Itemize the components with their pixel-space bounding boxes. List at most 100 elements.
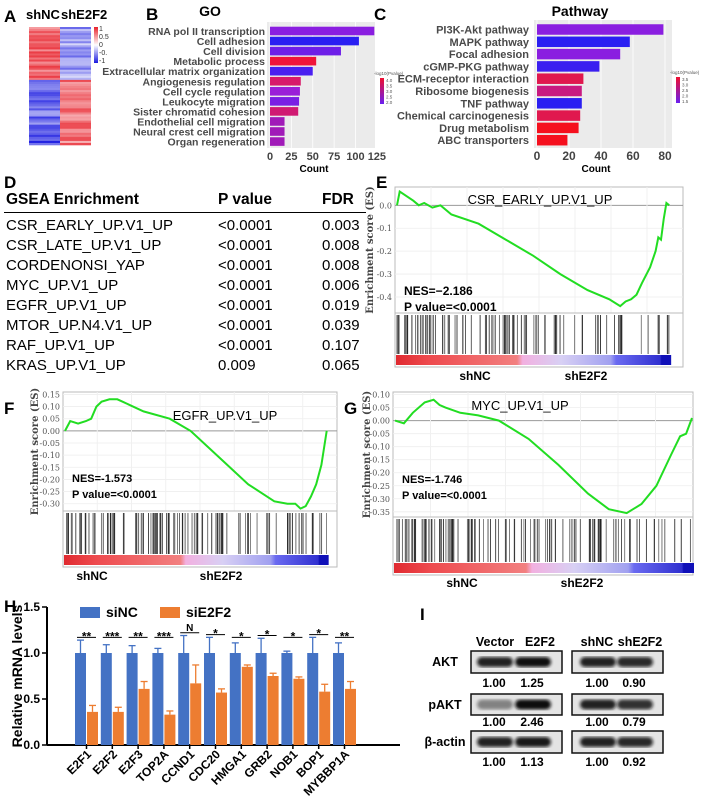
heatmap-cell: [29, 118, 60, 121]
table-row: MYC_UP.V1_UP <0.0001 0.006: [4, 276, 366, 296]
legend-title: -log10(Pvalue): [374, 71, 404, 76]
heatmap-cell: [60, 39, 91, 42]
protein-band: [515, 657, 551, 667]
heatmap-cell: [29, 94, 60, 97]
heatmap-scale-tick: -1: [99, 58, 105, 65]
category-label: Metabolic process: [173, 56, 265, 68]
y-tick-label: -0.25: [369, 482, 390, 491]
y-tick-label: -0.15: [369, 456, 390, 465]
heatmap-color-scale: [94, 27, 98, 63]
significance-mark: **: [133, 629, 143, 643]
band-quantification: 1.00: [585, 715, 609, 729]
lane-label: Vector: [476, 635, 514, 649]
significance-mark: *: [291, 629, 296, 643]
significance-mark: *: [239, 629, 244, 643]
heatmap-cell: [60, 132, 91, 136]
bar-siE2F2: [293, 678, 305, 745]
p-value: <0.0001: [218, 237, 273, 254]
heatmap-cell: [60, 57, 91, 60]
significance-mark: **: [82, 629, 92, 643]
band-quantification: 1.00: [585, 755, 609, 769]
fdr: 0.019: [322, 297, 360, 314]
gene-set: MTOR_UP.N4.V1_UP: [6, 317, 153, 334]
legend-tick: 3.5: [682, 77, 689, 82]
legend-swatch: [80, 607, 100, 618]
category-label: ECM-receptor interaction: [398, 74, 530, 86]
x-tick-label: 25: [285, 151, 297, 163]
table-row: CSR_EARLY_UP.V1_UP <0.0001 0.003: [4, 216, 366, 236]
protein-band: [477, 657, 513, 667]
protein-band: [617, 737, 653, 747]
heatmap-cell: [60, 112, 91, 115]
p-value-text: P value=<0.0001: [402, 490, 487, 502]
p-value: <0.0001: [218, 317, 273, 334]
y-tick-label: -0.05: [39, 439, 60, 448]
gsea-table: GSEA Enrichment P value FDR CSR_EARLY_UP…: [4, 188, 366, 376]
heatmap-cell: [60, 45, 91, 48]
heatmap-cell: [60, 88, 91, 91]
fdr: 0.065: [322, 357, 360, 374]
gsea-plot-G: 0.10 0.05 0.00 -0.05 -0.10 -0.15 -0.20 -0.25 -0.…: [362, 391, 694, 590]
panel-letter-B: B: [146, 5, 158, 24]
significance-mark: *: [316, 627, 321, 641]
heatmap-cell: [29, 98, 60, 101]
y-tick-label: 0.05: [42, 415, 60, 424]
category-label: Extracellular matrix organization: [102, 66, 265, 78]
heatmap-cell: [29, 51, 60, 54]
band-quantification: 1.00: [585, 676, 609, 690]
heatmap-cell: [60, 96, 91, 99]
nes-value: NES=-1.573: [72, 473, 132, 485]
bar-siNC: [281, 653, 293, 745]
heatmap-cell: [60, 55, 91, 58]
legend-tick: 4.0: [386, 78, 393, 83]
heatmap-cell: [60, 67, 91, 71]
heatmap-cell: [29, 61, 60, 64]
panel-letter-D: D: [4, 173, 16, 192]
heatmap-cell: [29, 39, 60, 42]
category-label: Cell adhesion: [197, 36, 265, 48]
protein-band: [617, 699, 653, 710]
x-tick-label: E2F2: [90, 747, 120, 777]
heatmap-scale-tick: -0.: [99, 50, 107, 57]
y-tick-label: 0.0: [23, 738, 40, 752]
bar: [537, 48, 621, 60]
heatmap-cell: [29, 128, 60, 132]
heatmap-cell: [29, 69, 60, 73]
bar-siNC: [75, 653, 86, 745]
heatmap-cell: [29, 136, 60, 140]
band-quantification: 0.79: [622, 715, 646, 729]
y-tick-label: -0.1: [377, 224, 392, 233]
bar-siNC: [100, 653, 112, 745]
heatmap-cell: [60, 122, 91, 125]
y-tick-label: -0.10: [369, 443, 390, 452]
western-blot: Vector E2F2 shNC shE2F2 AKT 1.00 1.25 1.00 0.90 p…: [425, 635, 664, 769]
significance-mark: N: [186, 623, 193, 634]
heatmap-cell: [60, 29, 91, 32]
bar-siE2F2: [345, 688, 356, 745]
gene-set: KRAS_UP.V1_UP: [6, 357, 126, 374]
heatmap-cell: [60, 75, 91, 79]
heatmap-cell: [29, 33, 60, 36]
bar-siNC: [178, 653, 190, 745]
bar: [537, 85, 582, 97]
bar: [537, 134, 568, 146]
heatmap-cell: [60, 31, 91, 34]
x-tick-label: 100: [346, 151, 364, 163]
chart-title: Pathway: [552, 3, 609, 19]
y-tick-label: 1.0: [23, 646, 40, 660]
bar-siNC: [229, 653, 241, 745]
heatmap-cell: [60, 27, 91, 30]
x-axis-label: Count: [300, 164, 330, 175]
legend-tick: 3.0: [682, 83, 689, 88]
bar-siE2F2: [267, 676, 279, 745]
x-tick-label: GRB2: [241, 747, 275, 781]
y-tick-label: 0.00: [42, 427, 60, 436]
heatmap-scale-tick: 0: [99, 42, 103, 49]
gene-set: EGFR_UP.V1_UP: [6, 297, 127, 314]
heatmap-cell: [60, 118, 91, 121]
band-quantification: 1.25: [520, 676, 544, 690]
band-quantification: 1.00: [482, 755, 506, 769]
